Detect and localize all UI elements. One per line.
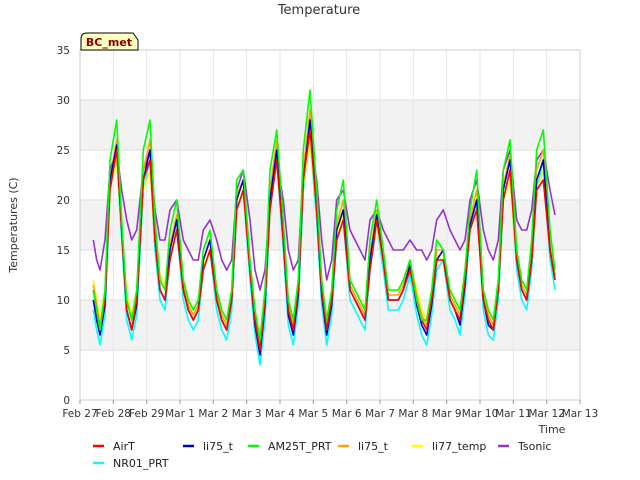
legend-item: AirT: [93, 440, 135, 453]
x-tick-label: Mar 8: [398, 408, 428, 420]
x-tick-label: Feb 27: [62, 408, 97, 420]
x-tick-label: Mar 12: [528, 408, 565, 420]
legend-label: li75_t: [203, 440, 234, 453]
y-tick-label: 35: [57, 45, 70, 57]
x-tick-label: Mar 2: [198, 408, 228, 420]
background-band: [80, 100, 580, 150]
y-tick-label: 30: [57, 95, 70, 107]
legend-item: li75_t: [183, 440, 234, 453]
legend-label: AM25T_PRT: [268, 440, 332, 453]
x-tick-label: Feb 28: [96, 408, 131, 420]
station-badge: BC_met: [80, 32, 139, 51]
y-axis-label: Temperatures (C): [7, 177, 20, 273]
legend-label: li75_t: [358, 440, 389, 453]
y-tick-label: 25: [57, 145, 70, 157]
legend-label: AirT: [113, 440, 135, 453]
x-axis-label: Time: [538, 423, 566, 436]
y-tick-label: 15: [57, 245, 70, 257]
y-tick-label: 20: [57, 195, 70, 207]
x-tick-label: Mar 7: [365, 408, 395, 420]
x-tick-label: Mar 3: [232, 408, 262, 420]
series-line-am25t_prt: [92, 89, 556, 341]
y-tick-label: 10: [57, 295, 70, 307]
x-tick-label: Mar 10: [462, 408, 499, 420]
legend-label: Tsonic: [517, 440, 551, 453]
background-band: [80, 200, 580, 250]
x-tick-label: Mar 5: [298, 408, 328, 420]
legend-item: Tsonic: [498, 440, 551, 453]
legend-item: AM25T_PRT: [248, 440, 332, 453]
legend-item: li77_temp: [412, 440, 486, 453]
x-tick-label: Mar 1: [165, 408, 195, 420]
badge-label: BC_met: [86, 36, 132, 49]
y-tick-label: 5: [63, 345, 70, 357]
x-tick-label: Feb 29: [129, 408, 164, 420]
chart-title: Temperature: [277, 3, 360, 18]
legend-label: NR01_PRT: [113, 457, 169, 470]
legend-item: NR01_PRT: [93, 457, 169, 470]
legend: AirT li75_t AM25T_PRT li75_t li77_temp Tsonic…: [93, 440, 551, 470]
x-tick-label: Mar 6: [332, 408, 362, 420]
x-tick-label: Mar 9: [432, 408, 462, 420]
y-axis-ticks: 0 5 10 15 20 25 30 35: [57, 45, 70, 407]
y-tick-label: 0: [63, 395, 70, 407]
x-tick-label: Mar 4: [265, 408, 295, 420]
legend-label: li77_temp: [432, 440, 486, 453]
x-tick-label: Mar 11: [495, 408, 532, 420]
series-line-airt: [92, 129, 556, 351]
legend-item: li75_t: [338, 440, 389, 453]
x-tick-label: Mar 13: [562, 408, 599, 420]
plot-frame: [79, 49, 581, 401]
series-lines: [92, 89, 556, 366]
badge-box: [80, 32, 139, 51]
